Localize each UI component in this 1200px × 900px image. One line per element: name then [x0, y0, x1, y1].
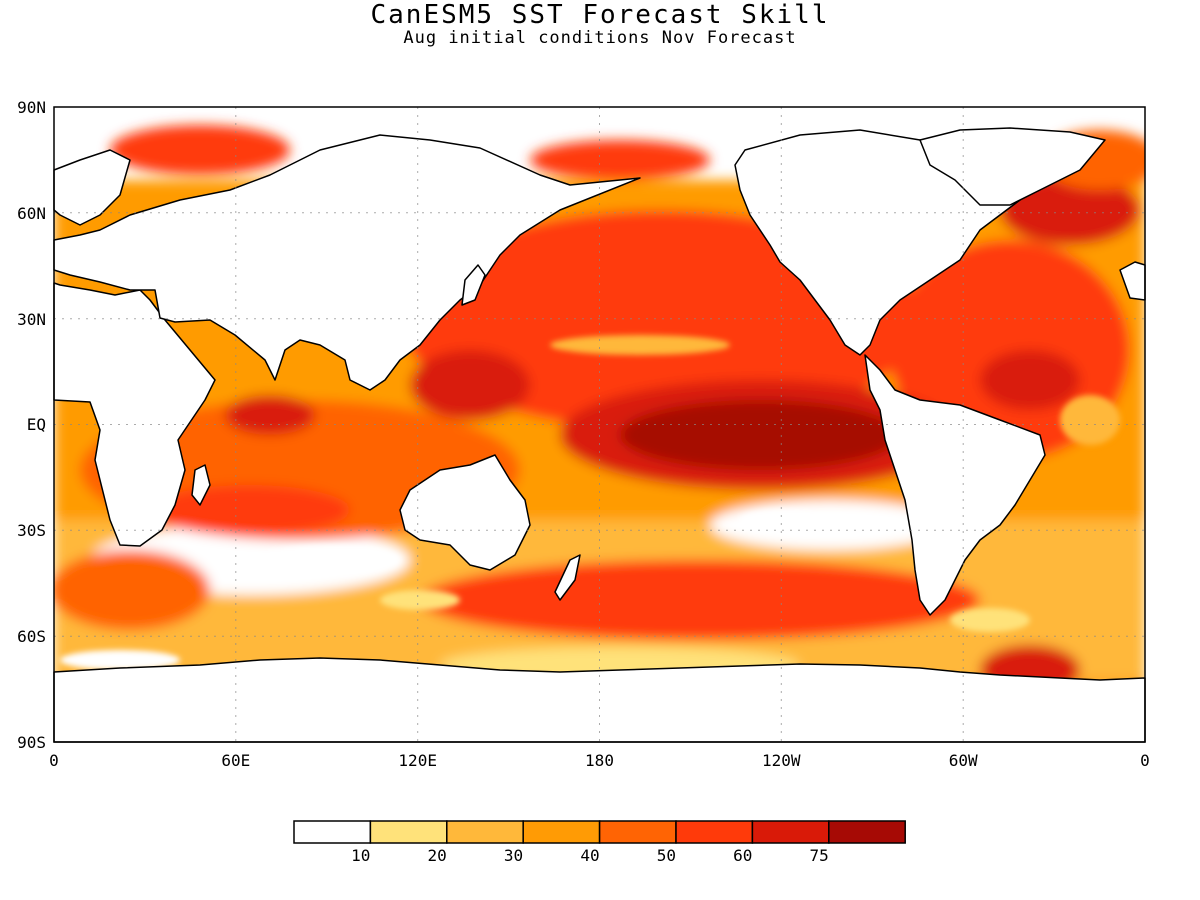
- lon-tick-labels: 0 60E 120E 180 120W 60W 0: [49, 751, 1150, 770]
- lat-tick-label: 90N: [17, 98, 46, 117]
- lat-tick-label: 90S: [17, 733, 46, 752]
- colorbar-swatch: [446, 820, 524, 844]
- lon-tick-label: 0: [49, 751, 59, 770]
- colorbar-swatch: [598, 820, 677, 844]
- colorbar-label: 10: [351, 846, 370, 865]
- map-frame: [53, 106, 1146, 743]
- land-asia: [53, 134, 641, 391]
- lat-tick-label: 30N: [17, 310, 46, 329]
- gridlines: [54, 107, 1145, 742]
- land-madagascar: [191, 464, 211, 506]
- lon-tick-label: 180: [585, 751, 614, 770]
- colorbar-swatch: [828, 820, 906, 844]
- lat-tick-label: 30S: [17, 521, 46, 540]
- colorbar-label: 60: [733, 846, 752, 865]
- lon-tick-label: 120E: [398, 751, 437, 770]
- lat-tick-labels: 90N 60N 30N EQ 30S 60S 90S: [17, 98, 46, 752]
- colorbar-label: 75: [810, 846, 829, 865]
- colorbar-label: 30: [504, 846, 523, 865]
- land-eurasia-africa: [53, 282, 216, 547]
- lat-tick-label: EQ: [27, 415, 46, 434]
- colorbar-swatch: [751, 820, 830, 844]
- land-scandinavia: [53, 149, 131, 226]
- lon-tick-label: 60W: [949, 751, 978, 770]
- land-australia: [399, 454, 531, 571]
- colorbar-swatch: [522, 820, 601, 844]
- colorbar-label: 20: [428, 846, 447, 865]
- lat-tick-label: 60N: [17, 204, 46, 223]
- land-south-america: [864, 354, 1046, 616]
- chart-subtitle: Aug initial conditions Nov Forecast: [403, 28, 797, 48]
- lon-tick-label: 60E: [221, 751, 250, 770]
- colorbar-swatch: [293, 820, 372, 844]
- lon-tick-label: 120W: [762, 751, 801, 770]
- colorbar-label: 50: [657, 846, 676, 865]
- colorbar-label: 40: [580, 846, 599, 865]
- lat-tick-label: 60S: [17, 627, 46, 646]
- colorbar-swatch: [369, 820, 448, 844]
- land-japan: [461, 264, 486, 306]
- land-greenland: [919, 127, 1106, 206]
- land-new-zealand: [554, 554, 581, 601]
- land-masses: [53, 127, 1146, 743]
- lon-tick-label: 0: [1140, 751, 1150, 770]
- chart-title: CanESM5 SST Forecast Skill: [370, 0, 830, 30]
- colorbar: 10 20 30 40 50 60 75: [293, 820, 906, 865]
- colorbar-swatch: [675, 820, 754, 844]
